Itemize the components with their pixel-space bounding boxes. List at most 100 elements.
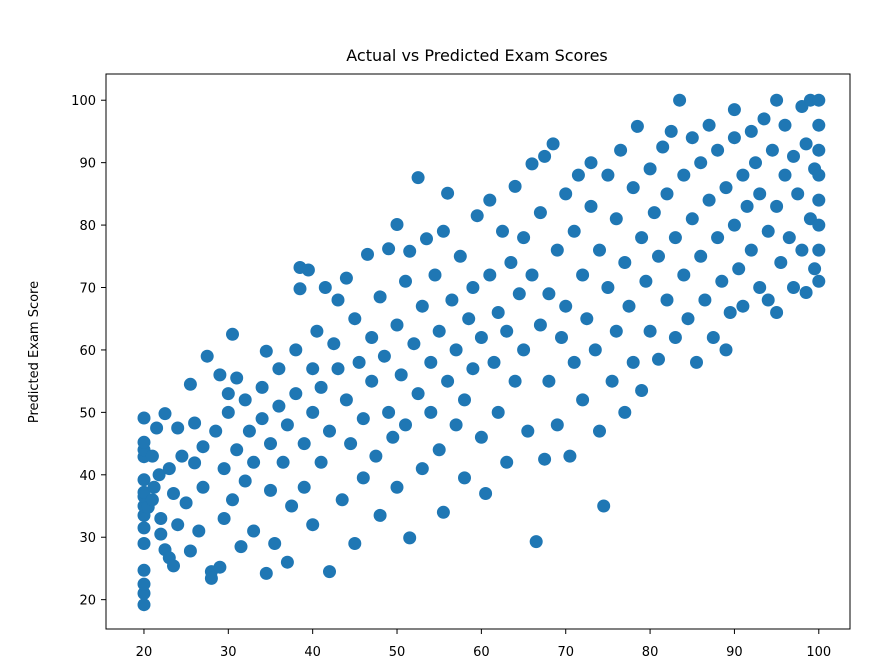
data-point (137, 537, 151, 550)
data-point (306, 405, 320, 419)
data-point (386, 430, 400, 444)
data-point (323, 565, 336, 579)
x-tick-label: 100 (806, 645, 831, 660)
data-point (656, 140, 670, 154)
data-point (209, 424, 223, 438)
data-point (808, 262, 822, 276)
data-point (217, 512, 231, 525)
data-point (487, 355, 501, 369)
data-point (559, 187, 573, 201)
data-point (399, 418, 412, 432)
data-point (268, 537, 282, 550)
data-point (145, 449, 159, 463)
data-point (403, 531, 417, 545)
data-point (137, 586, 151, 600)
data-point (732, 262, 746, 276)
data-point (137, 563, 151, 577)
data-point (685, 212, 699, 226)
data-point (525, 157, 539, 171)
data-point (542, 374, 556, 388)
data-point (576, 393, 590, 407)
data-point (609, 324, 623, 338)
data-point (259, 566, 273, 580)
data-point (441, 374, 455, 388)
data-point (150, 421, 164, 435)
data-point (314, 455, 328, 469)
data-point (365, 374, 379, 388)
data-point (436, 224, 450, 238)
data-point (550, 243, 564, 257)
data-point (812, 118, 826, 132)
data-point (723, 306, 737, 319)
data-point (795, 243, 809, 257)
y-axis-label: Predicted Exam Score (27, 281, 42, 423)
data-point (664, 124, 678, 138)
data-point (289, 387, 303, 401)
data-point (812, 243, 826, 257)
data-point (474, 331, 488, 344)
data-point (377, 349, 391, 363)
data-point (449, 343, 463, 357)
data-point (719, 343, 733, 357)
data-point (183, 377, 197, 391)
data-point (306, 362, 320, 376)
data-point (622, 299, 636, 313)
data-point (204, 571, 218, 585)
data-point (318, 281, 332, 294)
data-point (221, 387, 235, 401)
data-point (348, 537, 362, 550)
data-point (432, 324, 446, 338)
data-points (137, 93, 826, 612)
data-point (339, 271, 353, 285)
data-point (601, 281, 615, 294)
data-point (226, 327, 239, 341)
x-tick-label: 60 (473, 645, 490, 660)
data-point (618, 405, 632, 419)
x-tick-label: 80 (642, 645, 659, 660)
data-point (162, 462, 176, 476)
data-point (466, 281, 480, 294)
data-point (508, 374, 522, 388)
data-point (787, 149, 800, 163)
data-point (137, 485, 151, 499)
data-point (382, 405, 396, 419)
x-axis-ticks: 20 30 40 50 60 70 80 90 100 (136, 629, 831, 660)
data-point (137, 598, 151, 612)
data-point (791, 187, 805, 201)
data-point (761, 224, 775, 238)
data-point (453, 249, 467, 263)
data-point (567, 224, 581, 238)
data-point (449, 418, 463, 432)
data-point (774, 256, 788, 269)
data-point (681, 312, 695, 326)
data-point (373, 508, 387, 522)
data-point (382, 242, 396, 256)
data-point (576, 268, 590, 282)
data-point (175, 449, 189, 463)
data-point (550, 418, 564, 432)
data-point (584, 156, 598, 170)
data-point (626, 181, 640, 195)
data-point (546, 137, 560, 151)
data-point (137, 411, 151, 425)
data-point (812, 218, 826, 232)
data-point (171, 421, 185, 435)
data-point (280, 418, 294, 432)
data-point (323, 424, 336, 438)
data-point (361, 247, 374, 261)
data-point (563, 449, 577, 463)
chart-title: Actual vs Predicted Exam Scores (346, 46, 608, 65)
data-point (167, 559, 180, 573)
data-point (474, 430, 488, 444)
data-point (529, 535, 543, 549)
data-point (137, 521, 151, 535)
data-point (605, 374, 619, 388)
data-point (445, 293, 459, 307)
data-point (394, 368, 408, 382)
data-point (517, 231, 531, 245)
data-point (652, 352, 665, 366)
data-point (145, 493, 159, 507)
data-point (356, 471, 370, 485)
y-tick-label: 50 (79, 406, 96, 421)
data-point (167, 487, 180, 500)
